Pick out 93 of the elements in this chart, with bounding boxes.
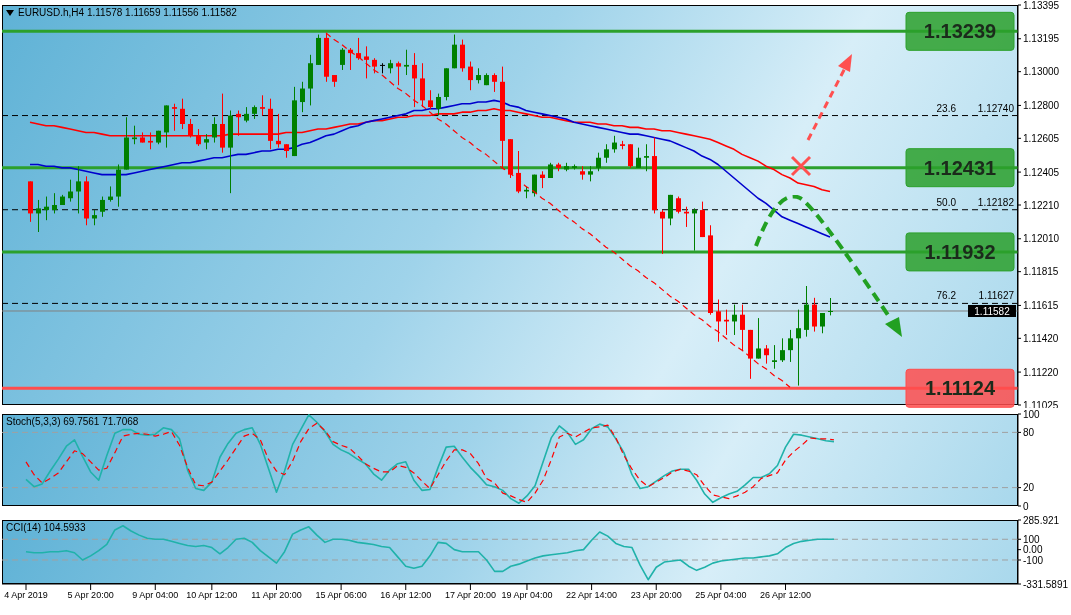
y-tick-label: 1.13195 [1023, 33, 1060, 45]
chart-title: Stoch(5,3,3) 69.7561 71.7068 [6, 416, 139, 427]
annotation: 76.2 [936, 290, 957, 302]
x-tick-label: 23 Apr 20:00 [630, 590, 682, 601]
y-tick-label: 1.11615 [1023, 299, 1059, 311]
candlestick [436, 93, 441, 117]
candlestick [492, 72, 497, 93]
candlestick [364, 45, 369, 79]
candlestick [172, 103, 177, 132]
y-tick-label: -331.5891 [1023, 578, 1069, 590]
candlestick [428, 89, 433, 110]
candlestick [404, 49, 409, 76]
x-tick-label: 4 Apr 2019 [4, 590, 48, 601]
candlestick [36, 199, 41, 233]
candlestick [780, 337, 785, 363]
x-tick-label: 11 Apr 20:00 [251, 590, 302, 601]
candlestick [100, 196, 105, 218]
candlestick [604, 143, 609, 164]
candlestick [660, 209, 665, 255]
candlestick [260, 94, 265, 117]
candlestick [764, 344, 769, 365]
y-tick-label: 285.921 [1023, 514, 1060, 526]
candlestick [812, 297, 817, 333]
chart-title: EURUSD.h,H4 1.11578 1.11659 1.11556 1.11582 [18, 7, 237, 18]
x-tick-label: 16 Apr 12:00 [380, 590, 432, 601]
ref-line-label: 1.12182 [977, 196, 1015, 208]
x-tick-label: 22 Apr 14:00 [566, 590, 618, 601]
y-tick-label: 1.13395 [1023, 0, 1060, 11]
candlestick [412, 52, 417, 108]
candlestick [644, 143, 649, 172]
candlestick [180, 98, 185, 130]
y-tick-label: 80 [1023, 426, 1035, 438]
candlestick [76, 165, 81, 214]
y-tick-label: 1.12010 [1023, 233, 1060, 245]
candlestick [788, 329, 793, 363]
y-tick-label: 1.11025 [1023, 399, 1059, 411]
y-tick-label: -100 [1023, 554, 1044, 566]
candlestick [716, 299, 721, 343]
candlestick [68, 179, 73, 203]
ref-line-label: 1.13239 [923, 20, 997, 43]
x-tick-label: 10 Apr 12:00 [186, 590, 238, 601]
y-tick-label: 1.11815 [1023, 266, 1059, 278]
candlestick [668, 194, 673, 226]
candlestick [420, 62, 425, 108]
candlestick [212, 116, 217, 144]
ref-line-label: 1.11627 [978, 290, 1015, 302]
x-tick-label: 9 Apr 04:00 [132, 590, 179, 601]
candlestick [636, 147, 641, 169]
candlestick [452, 34, 457, 69]
candlestick [828, 297, 833, 316]
candlestick [756, 317, 761, 360]
y-tick-label: 1.13000 [1023, 66, 1060, 78]
ref-line-label: 1.12431 [923, 156, 997, 179]
y-tick-label: 1.11220 [1023, 366, 1059, 378]
ref-line-label: 1.11932 [924, 240, 996, 263]
candlestick [132, 125, 137, 145]
y-tick-label: 0 [1023, 500, 1029, 512]
ref-line-label: 1.12740 [977, 102, 1015, 114]
y-tick-label: 100 [1023, 408, 1041, 420]
candlestick [300, 81, 305, 113]
candlestick [740, 304, 745, 351]
y-tick-label: 1.12800 [1023, 99, 1060, 111]
y-tick-label: 1.12405 [1023, 166, 1060, 178]
y-tick-label: 1.11420 [1023, 332, 1059, 344]
x-tick-label: 15 Apr 06:00 [315, 590, 367, 601]
chart-title: CCI(14) 104.5933 [6, 522, 86, 533]
candlestick [796, 309, 801, 387]
x-tick-label: 17 Apr 20:00 [444, 590, 496, 601]
candlestick [772, 344, 777, 370]
x-tick-label: 19 Apr 04:00 [501, 590, 553, 601]
candlestick [468, 61, 473, 91]
candlestick [340, 47, 345, 71]
x-tick-label: 26 Apr 12:00 [760, 590, 812, 601]
y-tick-label: 1.12605 [1023, 132, 1060, 144]
candlestick [380, 62, 385, 74]
candlestick [396, 61, 401, 86]
candlestick [52, 192, 57, 214]
line-series [29, 99, 831, 238]
ref-line-label: 1.11124 [924, 377, 996, 400]
ref-line-label: 1.11582 [974, 305, 1011, 317]
x-tick-label: 25 Apr 04:00 [695, 590, 747, 601]
candlestick [628, 143, 633, 169]
y-tick-label: 20 [1023, 482, 1035, 494]
candlestick [596, 152, 601, 172]
candlestick [820, 312, 825, 334]
y-tick-label: 100 [1023, 533, 1041, 545]
y-tick-label: 1.12210 [1023, 199, 1060, 211]
annotation: 50.0 [936, 196, 957, 208]
candlestick [188, 118, 193, 138]
y-tick-label: 0.00 [1023, 544, 1043, 556]
candlestick [460, 39, 465, 73]
annotation: 23.6 [936, 102, 957, 114]
x-tick-label: 5 Apr 20:00 [67, 590, 114, 601]
